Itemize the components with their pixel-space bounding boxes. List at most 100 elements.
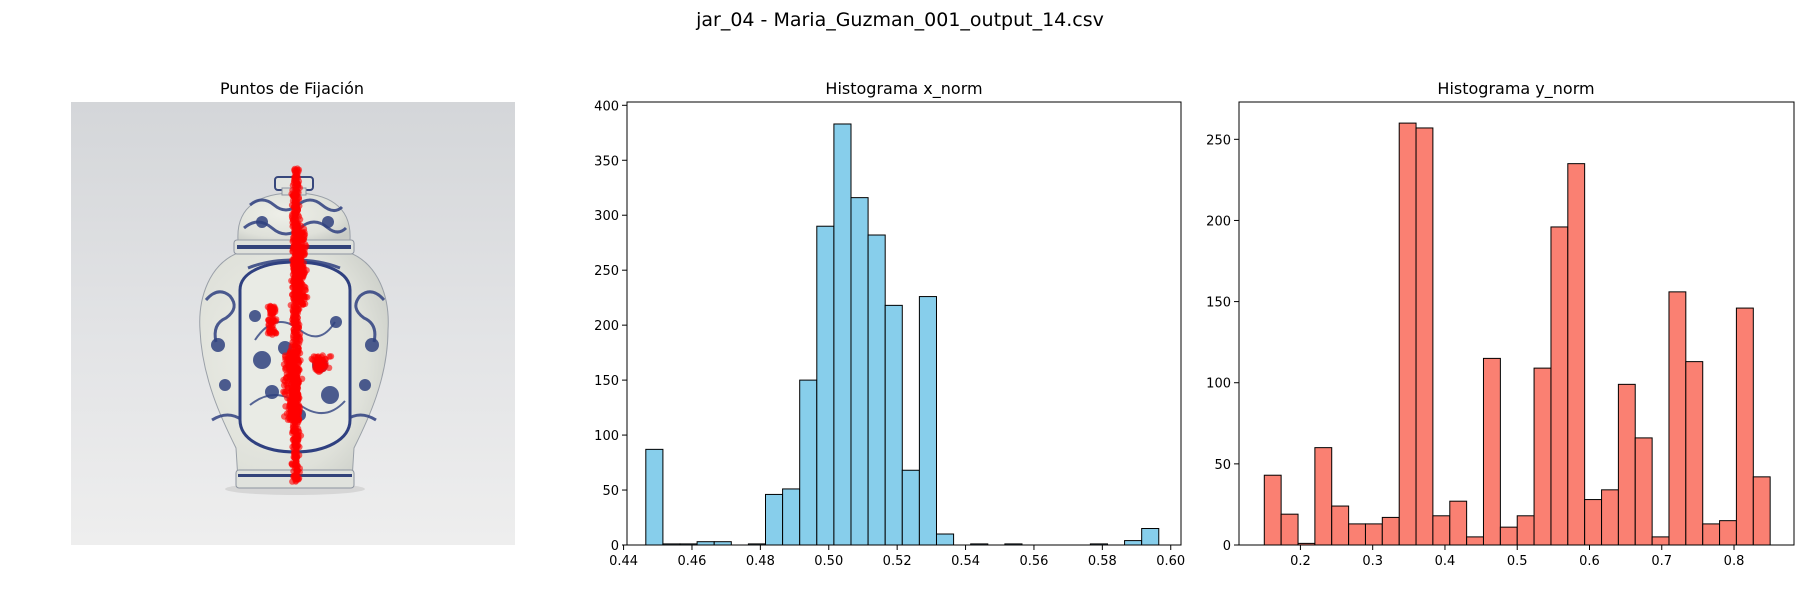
figure-title: jar_04 - Maria_Guzman_001_output_14.csv [695, 9, 1104, 31]
hist-x-xtick-label: 0.58 [1088, 554, 1117, 569]
hist-y-bar [1449, 500, 1468, 546]
hist-x-xtick-label: 0.50 [814, 554, 843, 569]
fixation-point [299, 272, 306, 280]
fixation-point [291, 454, 298, 462]
hist-x-bar [918, 296, 937, 546]
fixation-point [293, 327, 300, 335]
hist-y-xtick-label: 0.5 [1507, 554, 1528, 569]
hist-x-bar [850, 197, 869, 546]
fixation-point [291, 203, 298, 211]
fixation-point [293, 463, 300, 471]
fixation-point [292, 367, 299, 375]
hist-y-axes-frame [1238, 101, 1795, 546]
hist-y-bar [1381, 516, 1400, 546]
hist-x-xtick-label: 0.46 [677, 554, 706, 569]
hist-x-ytick-label: 0 [611, 539, 619, 554]
fixation-point [285, 390, 292, 397]
hist-y-bar [1331, 505, 1350, 546]
hist-x-xtick-label: 0.44 [609, 554, 638, 569]
fixation-point [301, 244, 308, 252]
fixation-point [287, 410, 294, 417]
fixation-point [300, 232, 308, 239]
hist-y-ytick-label: 0 [1223, 539, 1231, 554]
hist-x-bar [935, 533, 955, 546]
fixation-point [282, 366, 289, 373]
hist-y-bar [1752, 476, 1771, 546]
hist-y-bar [1651, 536, 1670, 546]
fixation-point [293, 225, 300, 232]
fixation-point [269, 329, 276, 336]
hist-y-xtick-label: 0.8 [1724, 554, 1745, 569]
hist-y-bar [1398, 122, 1417, 546]
fixation-point [293, 312, 300, 319]
hist-y-bar [1499, 526, 1518, 546]
hist-y-bar [1482, 357, 1501, 546]
fixation-point [294, 231, 301, 238]
hist-y-bar [1415, 127, 1434, 546]
fixation-point [296, 281, 303, 289]
hist-y-bar [1533, 367, 1552, 546]
fixation-point [295, 166, 303, 174]
hist-x-ytick-label: 350 [594, 154, 619, 169]
hist-y-bar [1634, 437, 1653, 546]
hist-x-bars [645, 123, 1160, 546]
fixation-point [293, 187, 301, 194]
hist-x-title: Histograma x_norm [825, 79, 982, 99]
fixation-point [317, 366, 324, 373]
fixation-point [298, 239, 306, 247]
hist-x-bar [867, 234, 886, 546]
fixation-point [294, 181, 302, 188]
hist-y-bar [1466, 536, 1484, 546]
hist-x-bar [816, 225, 835, 546]
hist-y-ytick-label: 150 [1206, 296, 1231, 311]
hist-y-bar [1550, 226, 1569, 546]
hist-x-ytick-label: 50 [602, 484, 619, 499]
hist-x-bar [1141, 528, 1160, 546]
image-panel-title: Puntos de Fijación [220, 79, 364, 98]
fixation-image-panel: Puntos de Fijación [71, 79, 515, 545]
hist-y-xtick-label: 0.2 [1290, 554, 1311, 569]
fixation-point [298, 266, 305, 273]
fixation-point [291, 429, 298, 436]
fixation-point [287, 302, 294, 309]
hist-y-bar [1668, 291, 1687, 546]
hist-y-bars [1263, 122, 1771, 546]
fixation-point [300, 259, 307, 267]
hist-y-bar [1280, 513, 1299, 546]
hist-y-bar [1702, 523, 1721, 546]
hist-y-bar [1735, 307, 1754, 546]
hist-y-bar [1685, 361, 1704, 546]
fixation-point [293, 272, 300, 280]
hist-x-bar [782, 488, 801, 546]
fixation-point [295, 474, 303, 482]
hist-y-title: Histograma y_norm [1437, 79, 1594, 99]
hist-x-bar [901, 469, 920, 546]
fixation-point [315, 354, 323, 362]
hist-y-ytick-label: 50 [1214, 458, 1231, 473]
fixation-point [296, 408, 303, 415]
fixation-point [301, 286, 309, 293]
hist-y-ytick-label: 200 [1206, 214, 1231, 229]
hist-y-xtick-label: 0.3 [1362, 554, 1383, 569]
hist-y-xtick-label: 0.4 [1435, 554, 1456, 569]
hist-x-xtick-label: 0.54 [951, 554, 980, 569]
hist-x-ticks: 0.44 0.46 0.48 0.50 0.52 0.54 0.56 0.58 0.60 0 50 1… [594, 99, 1185, 569]
hist-y-ticks: 0.2 0.3 0.4 0.5 0.6 0.7 0.8 0 50 100 150 200 250 [1206, 133, 1744, 569]
fixation-point [320, 362, 327, 369]
fixation-point [294, 251, 302, 258]
hist-y-xtick-label: 0.6 [1579, 554, 1600, 569]
fixation-point [289, 359, 296, 366]
hist-y-bar [1516, 515, 1535, 546]
fixation-point [288, 399, 296, 407]
fixation-point [286, 348, 294, 356]
fixation-point [286, 373, 294, 381]
hist-x-ytick-label: 150 [594, 374, 619, 389]
fixation-point [297, 357, 304, 364]
hist-x-bar [645, 448, 664, 546]
hist-y-ytick-label: 100 [1206, 377, 1231, 392]
fixation-point [298, 375, 306, 382]
hist-y-bar [1567, 163, 1586, 546]
fixation-point [294, 381, 301, 388]
fixation-point [294, 348, 302, 355]
hist-x-axes-frame [626, 101, 1182, 546]
